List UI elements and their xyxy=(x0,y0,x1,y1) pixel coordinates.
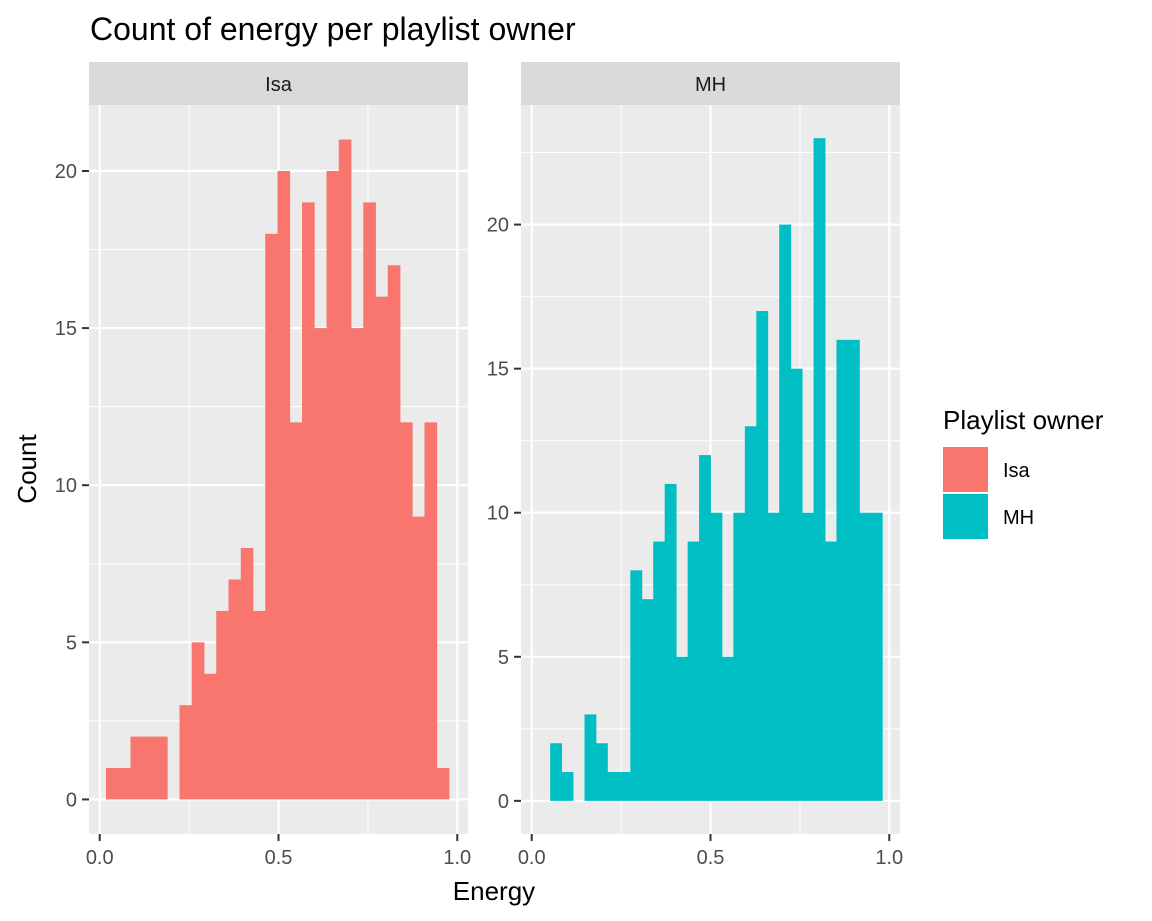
facet-panel-mh: MH 0 5 10 15 20 0.0 0.5 1.0 xyxy=(487,62,903,869)
bar-mh xyxy=(664,483,677,801)
y-tick-label: 5 xyxy=(498,647,509,669)
facet-strip-label-isa: Isa xyxy=(265,74,293,96)
bar-isa xyxy=(106,768,119,800)
bar-isa xyxy=(155,736,168,800)
legend: Playlist owner Isa MH xyxy=(943,405,1104,539)
bar-isa xyxy=(216,610,229,800)
bar-mh xyxy=(687,541,700,801)
bar-isa xyxy=(302,202,315,800)
legend-title: Playlist owner xyxy=(943,405,1104,435)
y-tick-label: 10 xyxy=(487,503,509,525)
legend-key-isa xyxy=(943,447,988,492)
bar-isa xyxy=(204,673,217,800)
y-axis-title: Count xyxy=(12,434,42,504)
y-tick-label: 20 xyxy=(487,215,509,237)
bar-isa xyxy=(228,579,242,800)
bar-isa xyxy=(277,170,291,800)
y-tick-label: 20 xyxy=(55,161,77,183)
x-axis-isa: 0.0 0.5 1.0 xyxy=(86,834,471,869)
x-tick-label: 0.0 xyxy=(518,847,546,869)
bar-isa xyxy=(289,422,303,800)
x-axis-title: Energy xyxy=(453,876,535,906)
bar-isa xyxy=(375,296,389,800)
legend-label-isa: Isa xyxy=(1003,460,1031,482)
bar-mh xyxy=(721,656,734,801)
bar-mh xyxy=(870,512,883,801)
bar-isa xyxy=(179,705,193,800)
bar-mh xyxy=(607,772,620,801)
bar-mh xyxy=(790,368,803,801)
chart-title: Count of energy per playlist owner xyxy=(90,11,576,47)
bars-isa xyxy=(106,139,450,800)
bar-mh xyxy=(733,512,746,801)
bar-mh xyxy=(550,743,563,801)
bar-isa xyxy=(240,548,254,800)
bar-mh xyxy=(676,656,689,801)
y-tick-label: 0 xyxy=(498,791,509,813)
bar-mh xyxy=(813,138,826,801)
facet-strip-mh xyxy=(521,62,900,105)
legend-key-mh xyxy=(943,494,988,539)
bar-isa xyxy=(253,610,266,800)
bar-isa xyxy=(412,516,425,800)
bar-isa xyxy=(338,139,352,800)
legend-label-mh: MH xyxy=(1003,507,1034,529)
bar-isa xyxy=(265,233,278,800)
x-axis-mh: 0.0 0.5 1.0 xyxy=(518,834,903,869)
bar-isa xyxy=(363,202,376,800)
bar-mh xyxy=(618,772,631,801)
bar-isa xyxy=(400,422,413,800)
bar-isa xyxy=(326,170,340,800)
bar-isa xyxy=(130,736,144,800)
facet-strip-label-mh: MH xyxy=(695,74,726,96)
bars-mh xyxy=(550,138,883,801)
bar-mh xyxy=(699,455,711,801)
x-tick-label: 0.5 xyxy=(697,847,725,869)
bar-isa xyxy=(436,768,450,800)
x-tick-label: 0.5 xyxy=(265,847,293,869)
bar-mh xyxy=(836,339,849,801)
bar-mh xyxy=(641,599,654,801)
bar-mh xyxy=(859,512,872,801)
bar-mh xyxy=(744,426,757,801)
bar-mh xyxy=(825,541,837,801)
bar-mh xyxy=(653,541,666,801)
bar-isa xyxy=(351,328,364,800)
bar-mh xyxy=(779,224,792,801)
bar-isa xyxy=(424,422,438,800)
y-tick-label: 0 xyxy=(66,789,77,811)
y-tick-label: 15 xyxy=(487,359,509,381)
facet-panel-isa: Isa 0 5 10 15 20 0.0 0.5 1.0 xyxy=(55,62,471,869)
x-tick-label: 0.0 xyxy=(86,847,114,869)
bar-isa xyxy=(387,265,401,800)
bar-mh xyxy=(756,311,769,801)
y-tick-label: 15 xyxy=(55,318,77,340)
bar-isa xyxy=(118,768,131,800)
bar-mh xyxy=(767,512,780,801)
bar-mh xyxy=(630,570,643,801)
bar-mh xyxy=(561,772,574,801)
y-axis-isa: 0 5 10 15 20 xyxy=(55,161,89,811)
bar-mh xyxy=(710,512,723,801)
bar-isa xyxy=(191,642,205,800)
bar-mh xyxy=(802,512,814,801)
x-tick-label: 1.0 xyxy=(875,847,903,869)
y-tick-label: 5 xyxy=(66,632,77,654)
bar-isa xyxy=(314,328,327,800)
bar-mh xyxy=(584,714,597,801)
bar-isa xyxy=(142,736,156,800)
y-axis-mh: 0 5 10 15 20 xyxy=(487,215,521,813)
y-tick-label: 10 xyxy=(55,475,77,497)
bar-mh xyxy=(595,743,608,801)
x-tick-label: 1.0 xyxy=(443,847,471,869)
facet-strip-isa xyxy=(89,62,468,105)
bar-mh xyxy=(847,339,860,801)
